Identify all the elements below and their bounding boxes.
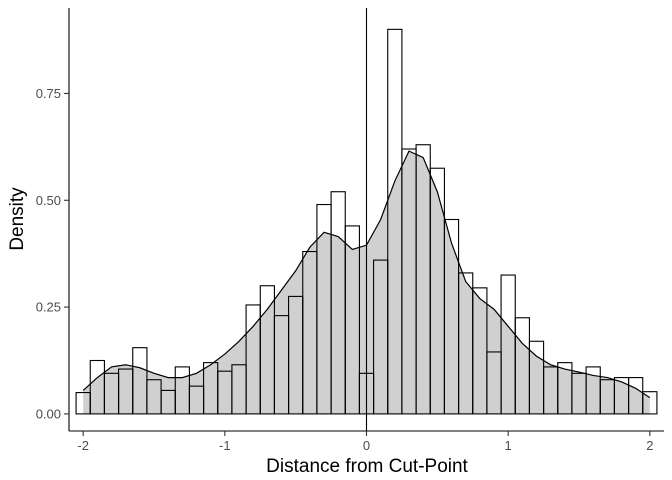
y-tick-label: 0.25 <box>36 300 61 315</box>
x-tick-label: 0 <box>363 438 370 453</box>
y-axis-title: Density <box>7 187 28 251</box>
y-tick-label: 0.50 <box>36 193 61 208</box>
x-axis-title: Distance from Cut-Point <box>266 456 468 477</box>
histogram-bar <box>642 391 658 415</box>
histogram-bar <box>344 225 360 415</box>
y-tick-label: 0.75 <box>36 86 61 101</box>
y-tick-label: 0.00 <box>36 406 61 421</box>
x-tick-label: 1 <box>505 438 512 453</box>
histogram-bar <box>472 287 488 415</box>
plot-area <box>75 8 658 431</box>
ticks: -2 -1 0 1 2 0.00 0.25 0.50 0.75 <box>36 86 654 453</box>
x-tick-label: -1 <box>219 438 231 453</box>
x-tick-label: 2 <box>646 438 653 453</box>
x-tick-label: -2 <box>77 438 89 453</box>
